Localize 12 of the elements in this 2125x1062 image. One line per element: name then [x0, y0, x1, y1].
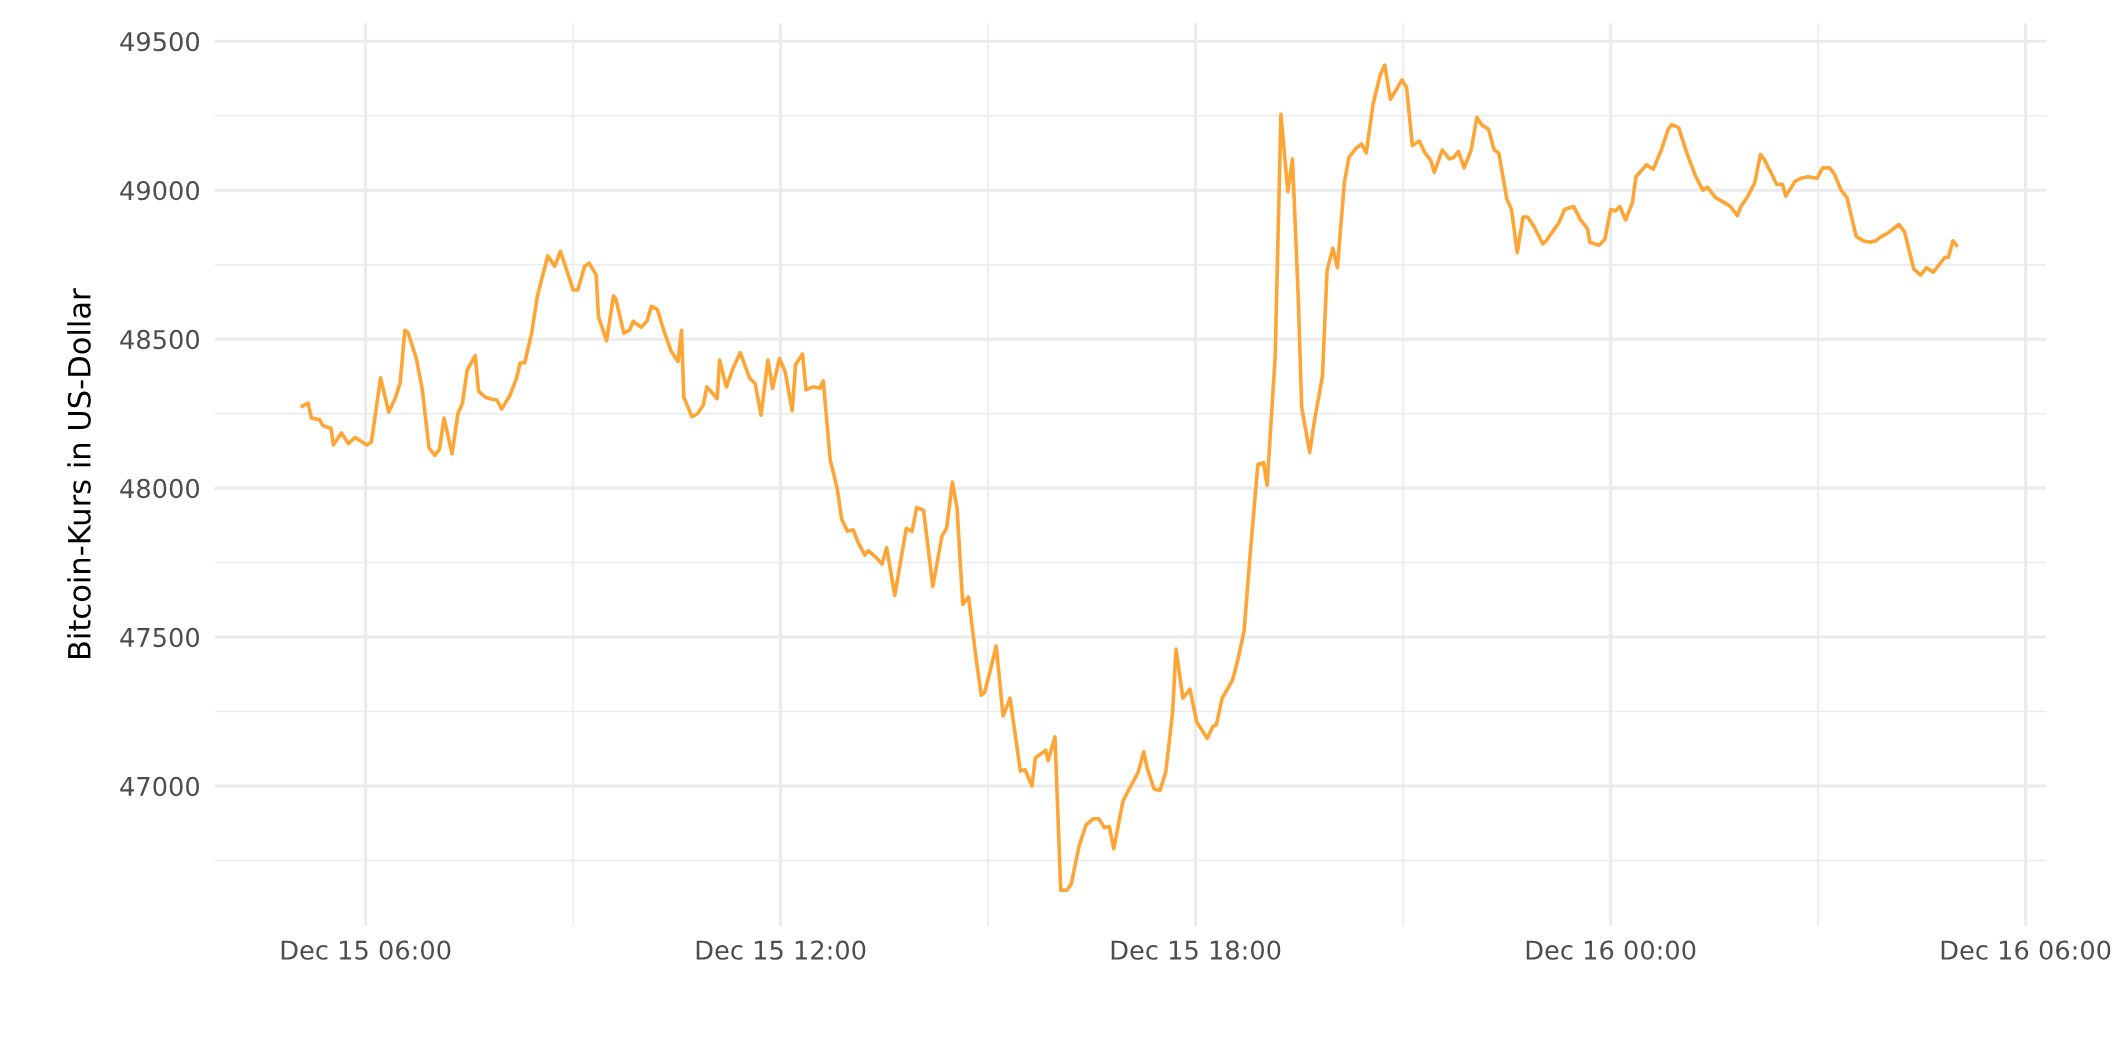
y-tick-label: 48500 [120, 329, 200, 350]
y-tick-label: 49000 [120, 180, 200, 201]
x-tick-label: Dec 16 00:00 [1526, 940, 1696, 960]
x-tick-label: Dec 15 12:00 [696, 940, 866, 960]
x-tick-label: Dec 15 06:00 [281, 940, 451, 960]
y-tick-label: 47500 [120, 627, 200, 648]
y-tick-label: 48000 [120, 478, 200, 499]
x-tick-label: Dec 15 18:00 [1111, 940, 1281, 960]
y-tick-label: 47000 [120, 776, 200, 797]
x-tick-label: Dec 16 06:00 [1941, 940, 2111, 960]
y-axis-title: Bitcoin-Kurs in US-Dollar [67, 288, 91, 659]
y-tick-label: 49500 [120, 31, 200, 52]
